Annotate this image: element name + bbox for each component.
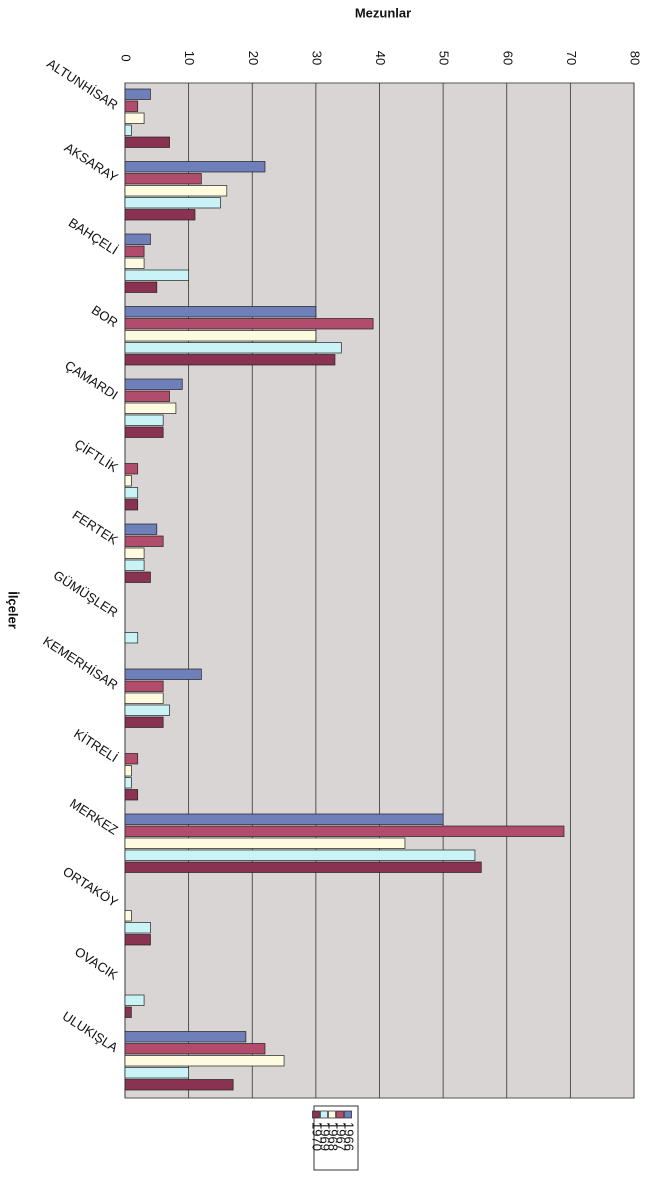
bar bbox=[124, 1055, 285, 1067]
bar bbox=[124, 402, 177, 414]
bar bbox=[124, 825, 565, 837]
x-tick-label: 40 bbox=[373, 51, 388, 65]
bar bbox=[124, 233, 151, 245]
bar bbox=[124, 813, 444, 825]
x-tick-label: 60 bbox=[500, 51, 515, 65]
y-tick-label: ORTAKÖY bbox=[60, 864, 121, 911]
legend-label: 1967 bbox=[334, 1122, 349, 1151]
bar bbox=[124, 692, 164, 704]
bar bbox=[124, 390, 170, 402]
bar bbox=[124, 499, 139, 511]
bar bbox=[124, 934, 151, 946]
y-tick-label: ALTUNHİSAR bbox=[44, 56, 120, 113]
bar bbox=[124, 559, 145, 571]
bar bbox=[124, 861, 482, 873]
bar bbox=[124, 257, 145, 269]
bar bbox=[124, 777, 132, 789]
bar bbox=[124, 571, 151, 583]
bar bbox=[124, 716, 164, 728]
y-tick-label: KİTRELİ bbox=[71, 726, 120, 765]
x-tick-label: 80 bbox=[628, 51, 643, 65]
bar bbox=[124, 197, 221, 209]
bar bbox=[124, 414, 164, 426]
bar bbox=[124, 475, 132, 487]
bar bbox=[124, 547, 145, 559]
bar bbox=[124, 632, 139, 644]
bar bbox=[124, 1031, 247, 1043]
legend-swatch bbox=[320, 1110, 328, 1119]
bar bbox=[124, 1067, 189, 1079]
y-tick-label: MERKEZ bbox=[67, 796, 121, 838]
bar bbox=[124, 245, 145, 257]
bar bbox=[124, 535, 164, 547]
legend-label: 1968 bbox=[326, 1122, 341, 1151]
bar bbox=[124, 1006, 132, 1018]
bar bbox=[124, 426, 164, 438]
axis-title: İlçeler bbox=[6, 591, 21, 629]
x-tick-label: 50 bbox=[437, 51, 452, 65]
legend-swatch bbox=[312, 1110, 320, 1119]
y-tick-label: ULUKIŞLA bbox=[60, 1008, 121, 1055]
bar bbox=[124, 668, 202, 680]
y-tick-label: FERTEK bbox=[70, 507, 121, 548]
bar bbox=[124, 1079, 234, 1091]
bar bbox=[124, 994, 145, 1006]
bar bbox=[124, 281, 158, 293]
bar bbox=[124, 185, 228, 197]
bar bbox=[124, 100, 139, 112]
bar bbox=[124, 910, 132, 922]
bar bbox=[124, 318, 374, 330]
bar bbox=[124, 837, 406, 849]
x-tick-label: 10 bbox=[182, 51, 197, 65]
y-tick-label: GÜMÜŞLER bbox=[51, 567, 121, 620]
bar bbox=[124, 342, 342, 354]
bar bbox=[124, 112, 145, 124]
y-tick-label: BAHÇELİ bbox=[66, 215, 121, 258]
bar bbox=[124, 378, 183, 390]
legend-swatch bbox=[328, 1110, 336, 1119]
bar bbox=[124, 789, 139, 801]
x-tick-label: 0 bbox=[119, 54, 134, 61]
bar bbox=[124, 922, 151, 934]
bar bbox=[124, 1043, 266, 1055]
bar bbox=[124, 269, 189, 281]
bar bbox=[124, 88, 151, 100]
bar bbox=[124, 704, 170, 716]
x-tick-label: 30 bbox=[309, 51, 324, 65]
bar bbox=[124, 136, 170, 148]
chart-title: Mezunlar bbox=[355, 5, 411, 20]
y-tick-label: OVACIK bbox=[72, 944, 121, 983]
legend-label: 1966 bbox=[342, 1122, 357, 1151]
y-tick-label: AKSARAY bbox=[62, 140, 121, 186]
y-tick-label: BOR bbox=[89, 302, 121, 330]
y-tick-label: ÇİFTLİK bbox=[72, 436, 121, 475]
bar bbox=[124, 330, 317, 342]
bar bbox=[124, 306, 317, 318]
bar bbox=[124, 354, 336, 366]
bar bbox=[124, 124, 132, 136]
y-tick-label: ÇAMARDI bbox=[62, 357, 120, 402]
bar bbox=[124, 765, 132, 777]
bar bbox=[124, 463, 139, 475]
bar bbox=[124, 753, 139, 765]
bar bbox=[124, 209, 196, 221]
bar bbox=[124, 161, 266, 173]
bar bbox=[124, 523, 158, 535]
x-tick-label: 20 bbox=[246, 51, 261, 65]
bar bbox=[124, 487, 139, 499]
bar bbox=[124, 849, 476, 861]
legend-label: 1970 bbox=[310, 1122, 325, 1151]
legend-label: 1969 bbox=[318, 1122, 333, 1151]
legend-swatch bbox=[344, 1110, 352, 1119]
y-tick-label: KEMERHİSAR bbox=[40, 633, 120, 692]
x-tick-label: 70 bbox=[564, 51, 579, 65]
bar bbox=[124, 173, 202, 185]
bar bbox=[124, 680, 164, 692]
legend-swatch bbox=[336, 1110, 344, 1119]
